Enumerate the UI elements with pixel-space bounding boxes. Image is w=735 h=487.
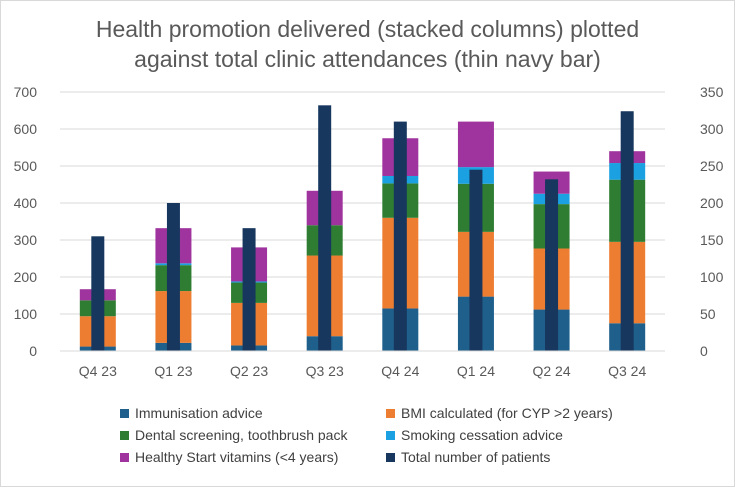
x-tick-label: Q4 23 xyxy=(79,363,117,379)
total-patients-bar xyxy=(318,105,332,351)
y-left-tick-label: 0 xyxy=(29,343,37,359)
legend-label: Smoking cessation advice xyxy=(401,427,563,443)
chart-title-line-1: Health promotion delivered (stacked colu… xyxy=(95,16,640,42)
y-right-tick-label: 350 xyxy=(700,84,724,100)
legend-item: Healthy Start vitamins (<4 years) xyxy=(120,449,338,465)
y-right-tick-label: 150 xyxy=(700,232,724,248)
y-right-tick-label: 100 xyxy=(700,269,724,285)
x-tick-label: Q2 23 xyxy=(230,363,268,379)
x-tick-label: Q1 23 xyxy=(154,363,192,379)
legend-swatch xyxy=(386,408,395,418)
y-left-tick-label: 300 xyxy=(14,232,38,248)
legend-label: Dental screening, toothbrush pack xyxy=(135,427,348,443)
total-patients-bar xyxy=(469,169,483,351)
legend-swatch xyxy=(386,430,395,440)
y-left-tick-label: 400 xyxy=(14,195,38,211)
total-patients-bar xyxy=(545,179,559,351)
total-patients-bar xyxy=(393,121,407,351)
total-patients-bar xyxy=(242,228,256,351)
legend-item: Smoking cessation advice xyxy=(386,427,563,443)
y-right-tick-label: 200 xyxy=(700,195,724,211)
x-tick-label: Q4 24 xyxy=(381,363,419,379)
y-right-tick-label: 300 xyxy=(700,121,724,137)
x-tick-label: Q2 24 xyxy=(532,363,570,379)
bar-segment xyxy=(457,121,494,168)
legend-swatch xyxy=(386,452,395,462)
y-left-tick-label: 100 xyxy=(14,306,38,322)
legend-swatch xyxy=(120,408,129,418)
legend-label: Healthy Start vitamins (<4 years) xyxy=(135,449,339,465)
legend-swatch xyxy=(120,430,129,440)
legend-label: Total number of patients xyxy=(401,449,551,465)
y-left-tick-label: 600 xyxy=(14,121,38,137)
chart-title: Health promotion delivered (stacked colu… xyxy=(0,14,735,74)
y-left-tick-label: 700 xyxy=(14,84,38,100)
y-left-tick-label: 200 xyxy=(14,269,38,285)
y-right-tick-label: 250 xyxy=(700,158,724,174)
legend-item: BMI calculated (for CYP >2 years) xyxy=(386,405,613,421)
legend-label: BMI calculated (for CYP >2 years) xyxy=(401,405,613,421)
x-tick-label: Q3 23 xyxy=(306,363,344,379)
chart-title-line-2: against total clinic attendances (thin n… xyxy=(134,46,601,72)
y-left-tick-label: 500 xyxy=(14,158,38,174)
x-tick-label: Q3 24 xyxy=(608,363,646,379)
total-patients-bar xyxy=(620,111,634,352)
legend-item: Immunisation advice xyxy=(120,405,263,421)
legend-swatch xyxy=(120,452,129,462)
total-patients-bar xyxy=(91,236,105,351)
legend-item: Total number of patients xyxy=(386,449,550,465)
legend-item: Dental screening, toothbrush pack xyxy=(120,427,347,443)
y-right-tick-label: 50 xyxy=(700,306,716,322)
x-tick-label: Q1 24 xyxy=(457,363,495,379)
total-patients-bar xyxy=(166,203,180,351)
legend-label: Immunisation advice xyxy=(135,405,263,421)
y-right-tick-label: 0 xyxy=(700,343,708,359)
